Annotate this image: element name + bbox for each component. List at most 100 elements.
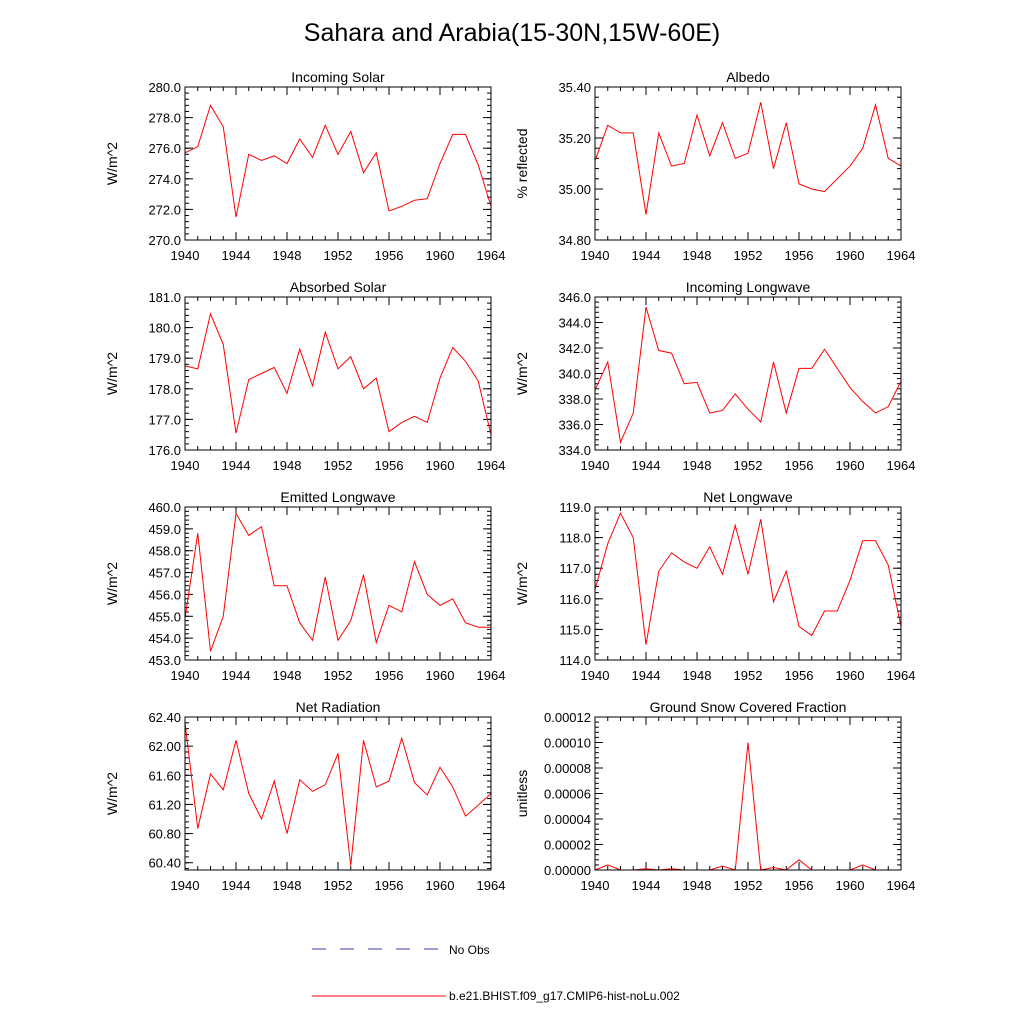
panel-title: Emitted Longwave (280, 489, 395, 505)
panel-4: Emitted Longwave W/m^2 1940 1944 1948 1952 195… (104, 489, 505, 683)
y-tick-label: 336.0 (558, 418, 591, 433)
y-tick-label: 62.40 (148, 710, 181, 725)
y-tick-label: 342.0 (558, 341, 591, 356)
y-tick-label: 458.0 (148, 544, 181, 559)
x-tick-label: 1952 (734, 458, 763, 473)
x-tick-label: 1944 (222, 878, 251, 893)
x-tick-label: 1964 (887, 668, 916, 683)
series-line (184, 512, 491, 652)
y-axis-label: W/m^2 (104, 352, 120, 395)
y-tick-label: 60.80 (148, 827, 181, 842)
x-tick-label: 1940 (581, 878, 610, 893)
y-tick-label: 0.00010 (544, 736, 591, 751)
x-tick-label: 1948 (683, 248, 712, 263)
y-tick-label: 455.0 (148, 609, 181, 624)
x-tick-label: 1964 (477, 878, 506, 893)
figure-title: Sahara and Arabia(15-30N,15W-60E) (304, 19, 720, 47)
x-tick-label: 1956 (375, 878, 404, 893)
y-tick-label: 35.00 (558, 182, 591, 197)
x-tick-label: 1960 (836, 248, 865, 263)
x-tick-label: 1960 (426, 458, 455, 473)
x-tick-label: 1948 (683, 878, 712, 893)
y-tick-label: 278.0 (148, 111, 181, 126)
y-tick-label: 114.0 (559, 653, 591, 668)
y-tick-label: 118.0 (559, 531, 591, 546)
plot-frame (184, 296, 492, 451)
y-tick-label: 34.80 (558, 233, 591, 248)
y-axis-label: W/m^2 (514, 352, 530, 395)
x-tick-label: 1952 (324, 668, 353, 683)
plot-frame (594, 506, 902, 661)
x-tick-label: 1948 (683, 458, 712, 473)
y-axis-label: W/m^2 (104, 772, 120, 815)
y-axis-label: unitless (514, 770, 530, 817)
y-tick-label: 457.0 (148, 566, 181, 581)
x-tick-label: 1956 (375, 248, 404, 263)
panel-title: Absorbed Solar (290, 279, 387, 295)
x-tick-label: 1964 (887, 878, 916, 893)
x-tick-label: 1964 (477, 668, 506, 683)
x-tick-label: 1940 (581, 668, 610, 683)
series-line (184, 722, 492, 866)
y-tick-label: 280.0 (148, 80, 181, 95)
plot-frame (594, 296, 902, 451)
x-tick-label: 1948 (273, 878, 302, 893)
x-tick-label: 1940 (171, 458, 200, 473)
x-tick-label: 1960 (836, 668, 865, 683)
series-line (184, 104, 492, 218)
y-tick-label: 454.0 (148, 631, 181, 646)
series-line (594, 307, 902, 445)
y-tick-label: 0.00004 (544, 812, 591, 827)
y-tick-label: 0.00006 (544, 787, 591, 802)
y-tick-label: 181.0 (148, 290, 181, 305)
x-tick-label: 1960 (426, 668, 455, 683)
x-tick-label: 1944 (632, 458, 661, 473)
panel-title: Albedo (726, 69, 770, 85)
y-tick-label: 61.20 (148, 797, 181, 812)
series-line (594, 742, 901, 871)
x-tick-label: 1956 (785, 248, 814, 263)
y-tick-label: 340.0 (558, 367, 591, 382)
y-tick-label: 272.0 (148, 202, 181, 217)
panel-0: Incoming Solar W/m^2 1940 1944 1948 1952 1956 1… (104, 69, 505, 263)
x-tick-label: 1960 (426, 248, 455, 263)
panel-6: Net Radiation W/m^2 1940 1944 1948 1952 1956 19… (104, 699, 505, 893)
x-tick-label: 1956 (375, 668, 404, 683)
y-tick-label: 334.0 (558, 443, 591, 458)
x-tick-label: 1940 (581, 248, 610, 263)
y-tick-label: 344.0 (558, 316, 591, 331)
y-tick-label: 460.0 (148, 500, 181, 515)
x-tick-label: 1944 (222, 458, 251, 473)
x-tick-label: 1952 (734, 878, 763, 893)
panel-title: Net Longwave (703, 489, 793, 505)
panel-title: Incoming Longwave (686, 279, 811, 295)
x-tick-label: 1944 (632, 668, 661, 683)
y-tick-label: 0.00008 (544, 761, 591, 776)
panel-5: Net Longwave W/m^2 1940 1944 1948 1952 1956 196… (514, 489, 915, 683)
y-tick-label: 117.0 (559, 561, 591, 576)
y-tick-label: 459.0 (148, 522, 181, 537)
y-tick-label: 179.0 (148, 351, 181, 366)
x-tick-label: 1960 (426, 878, 455, 893)
y-tick-label: 338.0 (558, 392, 591, 407)
x-tick-label: 1944 (222, 668, 251, 683)
y-tick-label: 0.00002 (544, 838, 591, 853)
panel-title: Ground Snow Covered Fraction (650, 699, 847, 715)
y-tick-label: 453.0 (148, 653, 181, 668)
y-tick-label: 177.0 (148, 412, 181, 427)
x-tick-label: 1948 (273, 458, 302, 473)
y-tick-label: 60.40 (148, 856, 181, 871)
plot-frame (184, 506, 492, 661)
y-tick-label: 119.0 (559, 500, 591, 515)
plot-frame (594, 86, 902, 241)
x-tick-label: 1952 (324, 458, 353, 473)
x-tick-label: 1964 (477, 458, 506, 473)
y-tick-label: 178.0 (148, 382, 181, 397)
x-tick-label: 1952 (734, 668, 763, 683)
series-line (594, 511, 902, 645)
series-line (184, 312, 492, 435)
panels: Incoming Solar W/m^2 1940 1944 1948 1952 1956 1… (104, 69, 915, 893)
panel-1: Albedo % reflected 1940 1944 1948 1952 1956 196… (514, 69, 915, 263)
plot-frame (184, 86, 492, 241)
x-tick-label: 1956 (785, 878, 814, 893)
